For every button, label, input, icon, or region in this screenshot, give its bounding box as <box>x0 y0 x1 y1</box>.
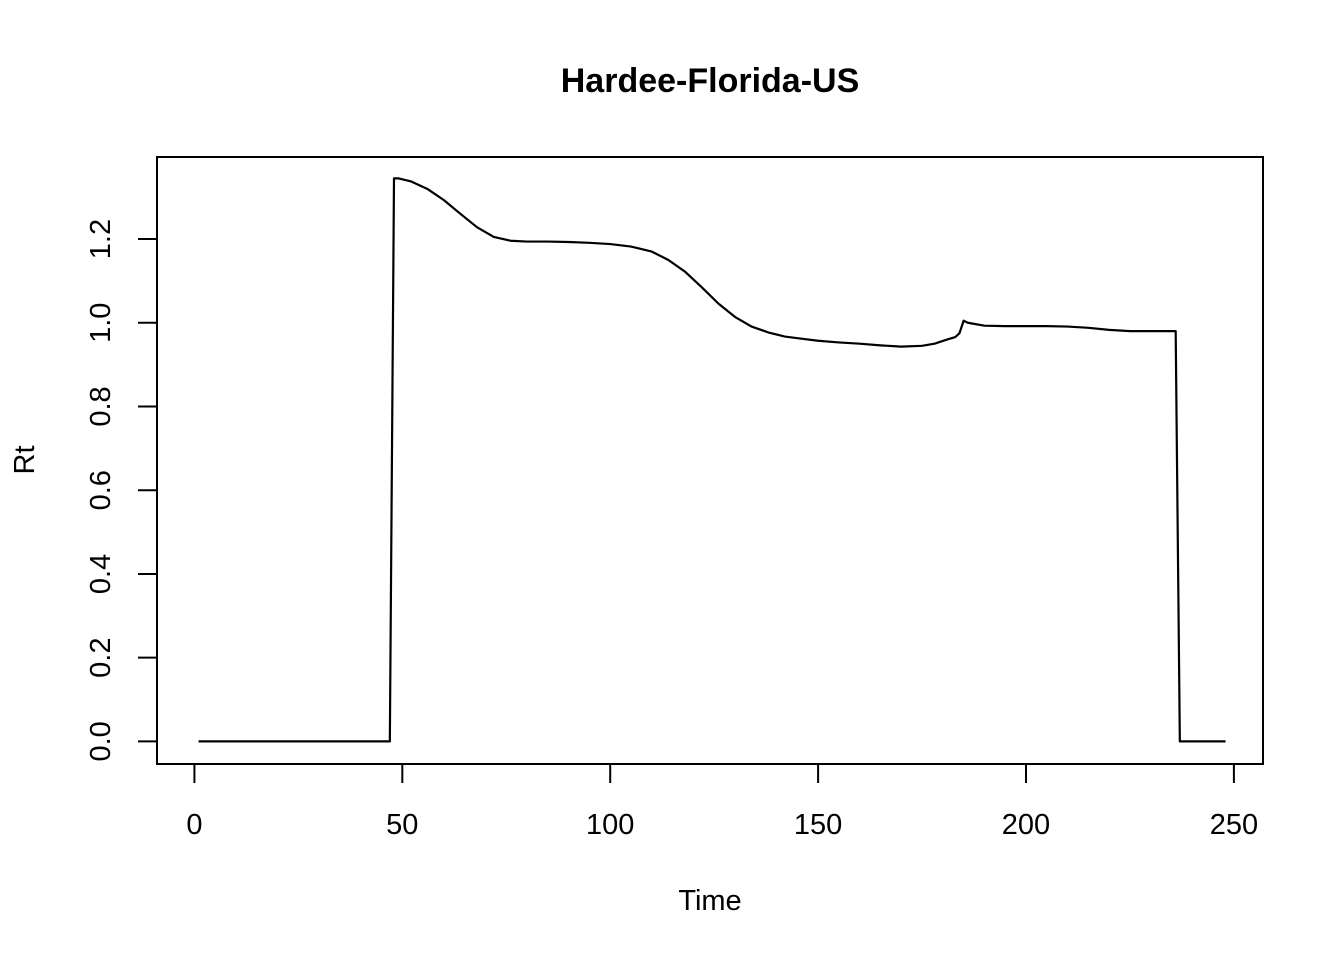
y-tick-label: 0.6 <box>85 470 117 510</box>
y-tick-label: 0.4 <box>85 554 117 594</box>
series-line-1 <box>198 177 1226 743</box>
y-tick-label: 1.0 <box>85 303 117 343</box>
plot-frame <box>156 156 1264 765</box>
y-tick-label: 0.2 <box>85 638 117 678</box>
y-tick-label: 1.2 <box>85 219 117 259</box>
y-tick-label: 0.0 <box>85 721 117 761</box>
y-axis-label: Rt <box>9 446 41 475</box>
x-tick-label: 50 <box>386 809 418 841</box>
x-tick-label: 200 <box>1002 809 1050 841</box>
y-axis: 0.0 0.2 0.4 0.6 0.8 1.0 1.2 <box>85 219 158 762</box>
x-tick-label: 100 <box>586 809 634 841</box>
x-tick-label: 0 <box>186 809 202 841</box>
x-tick-label: 150 <box>794 809 842 841</box>
chart-title: Hardee-Florida-US <box>561 62 860 100</box>
series-layer <box>198 177 1226 743</box>
x-tick-label: 250 <box>1210 809 1258 841</box>
x-axis-label: Time <box>678 885 741 917</box>
x-axis: 0 50 100 150 200 250 <box>186 763 1258 841</box>
y-tick-label: 0.8 <box>85 386 117 426</box>
